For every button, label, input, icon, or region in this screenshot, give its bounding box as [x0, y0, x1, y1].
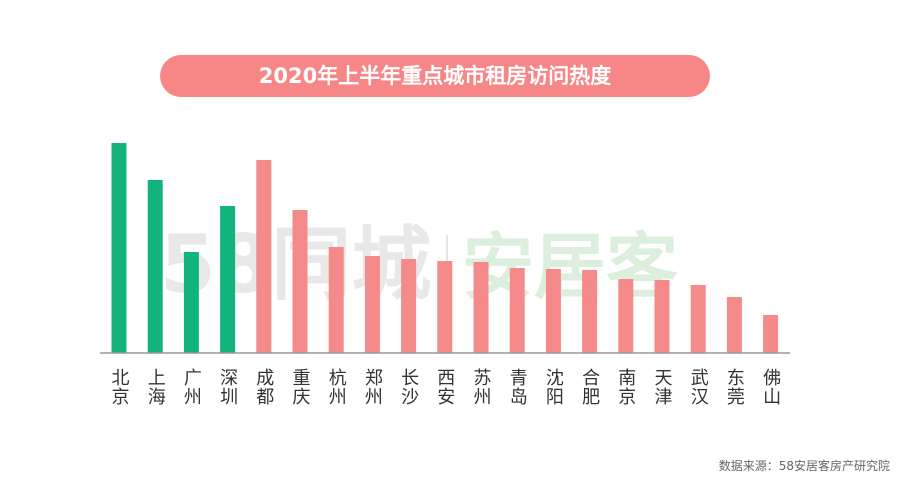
bar: [147, 180, 163, 353]
x-tick-label: 成都: [253, 368, 274, 406]
bar: [220, 206, 236, 353]
x-tick-label: 西安: [434, 368, 455, 406]
bar: [183, 252, 199, 353]
bar: [509, 268, 525, 353]
bar: [763, 315, 779, 353]
x-tick-label: 南京: [615, 368, 636, 406]
bar: [690, 285, 706, 353]
bar: [654, 280, 670, 353]
x-tick-label: 重庆: [290, 368, 311, 406]
bar: [256, 160, 272, 353]
x-tick-label: 天津: [652, 368, 673, 406]
watermark: 安居客: [462, 225, 678, 309]
x-tick-label: 长沙: [398, 368, 419, 406]
x-tick-label: 郑州: [362, 368, 383, 406]
bar: [437, 261, 453, 353]
x-tick-label: 青岛: [507, 368, 528, 406]
x-tick-label: 合肥: [579, 368, 600, 406]
bar: [328, 247, 344, 353]
bar: [401, 259, 417, 353]
bar: [582, 270, 598, 353]
x-tick-label: 武汉: [688, 368, 709, 406]
bar: [545, 269, 561, 353]
x-tick-label: 上海: [145, 368, 166, 406]
x-tick-label: 广州: [181, 368, 202, 406]
bar: [111, 143, 127, 353]
bar: [364, 256, 380, 353]
x-tick-label: 东莞: [724, 368, 745, 406]
x-tick-label: 杭州: [326, 368, 347, 406]
bar: [292, 210, 308, 353]
source-note: 数据来源：58安居客房产研究院: [719, 458, 890, 473]
bar: [618, 279, 634, 353]
x-tick-label: 苏州: [471, 368, 492, 406]
chart-title: 2020年上半年重点城市租房访问热度: [259, 64, 611, 88]
x-tick-label: 深圳: [217, 368, 238, 406]
bar: [726, 297, 742, 353]
x-tick-label: 沈阳: [543, 368, 564, 406]
x-tick-label: 佛山: [760, 368, 781, 406]
x-tick-label: 北京: [109, 368, 130, 406]
bar: [473, 262, 489, 353]
title-pill: [160, 55, 710, 97]
